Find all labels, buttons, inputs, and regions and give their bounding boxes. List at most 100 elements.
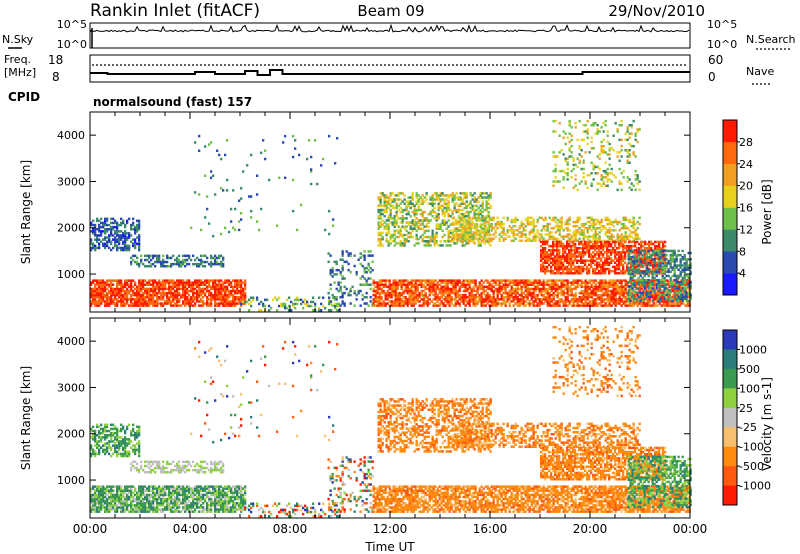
power-cell [393,231,396,235]
power-cell [406,304,409,307]
power-cell [654,296,657,299]
power-cell [592,269,595,273]
power-cell [154,289,157,293]
power-cell [363,254,366,257]
power-cell [190,302,193,305]
power-cell [372,279,375,282]
power-cell [436,304,439,307]
power-cell [118,236,121,239]
power-cell [96,287,99,291]
power-cell [496,302,499,305]
power-cell [417,206,420,210]
power-cell [132,217,135,221]
power-cell [428,287,431,291]
power-cell [156,293,159,297]
power-cell [100,279,103,282]
power-cell [450,300,453,303]
power-cell [600,296,603,299]
power-cell [602,281,605,284]
power-cell [482,281,485,284]
power-cell [443,223,446,226]
power-cell [120,298,123,301]
power-cell [445,206,448,210]
power-cell [409,206,412,210]
power-cell [550,227,553,230]
power-cell [578,227,581,230]
power-cell [626,267,629,271]
power-cell [560,225,563,228]
power-cell [387,217,390,220]
power-cell [394,293,397,297]
power-cell [570,269,573,273]
power-cell [502,222,505,226]
power-cell [395,221,398,224]
power-cell [402,283,405,286]
power-cell [568,272,571,275]
power-cell [630,304,633,307]
power-cell [94,289,97,293]
power-cell [184,291,187,295]
power-cell [446,296,449,299]
power-cell [110,279,113,282]
power-cell [518,227,521,230]
power-cell [416,293,419,297]
power-cell [672,289,675,293]
power-cell [478,283,481,286]
power-cell [339,281,342,284]
power-cell [502,231,505,234]
power-cell [448,281,451,284]
power-cell [544,267,547,271]
power-cell [104,238,107,241]
power-cell [532,229,535,232]
power-cell [558,272,561,275]
power-cell [413,204,416,208]
power-cell [572,249,575,252]
power-cell [588,251,591,254]
power-cell [445,208,448,212]
power-cell [656,304,659,307]
power-cell [393,221,396,224]
power-cell [381,212,384,216]
power-cell [488,225,491,228]
power-cell [568,293,571,297]
power-cell [612,296,615,299]
power-cell [464,296,467,299]
power-cell [441,204,444,208]
power-cell [178,304,181,307]
power-cell [548,302,551,305]
power-cell [116,225,119,229]
power-cell [208,289,211,293]
power-cell [192,296,195,299]
power-cell [381,235,384,239]
power-cell [470,293,473,297]
power-cell [401,233,404,237]
power-cell [226,304,229,307]
power-cell [176,289,179,293]
power-cell [544,229,547,232]
power-cell [372,281,375,284]
power-cell [624,225,627,228]
power-cell [395,223,398,226]
power-cell [174,296,177,299]
power-cell [393,223,396,226]
power-cell [467,237,470,241]
power-cell [116,240,119,243]
power-cell [100,240,103,243]
power-cell [546,222,549,226]
power-cell [574,225,577,228]
power-cell [476,287,479,291]
power-cell [554,239,557,242]
power-cell [130,260,133,264]
power-cell [540,249,543,252]
power-cell [598,253,601,256]
power-cell [548,235,551,238]
power-cell [428,291,431,295]
power-cell [118,287,121,291]
power-cell [122,293,125,297]
power-cell [556,255,559,258]
power-cell [220,279,223,282]
power-cell [486,279,489,282]
power-cell [232,285,235,289]
power-cell [382,285,385,289]
